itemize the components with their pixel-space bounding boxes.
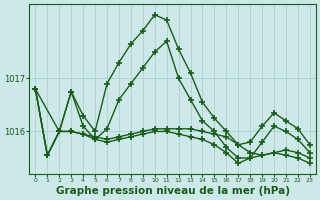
X-axis label: Graphe pression niveau de la mer (hPa): Graphe pression niveau de la mer (hPa) <box>56 186 290 196</box>
